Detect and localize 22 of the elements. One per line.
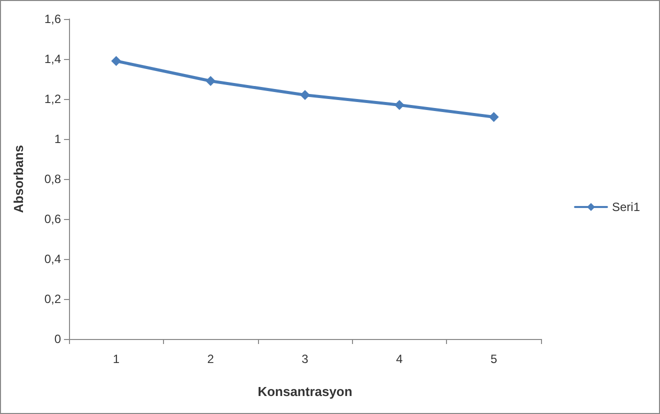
x-tick-label: 5 — [490, 352, 498, 366]
point — [488, 112, 499, 122]
y-tick-label: 0,8 — [44, 172, 62, 186]
y-tick-label: 1,6 — [44, 12, 62, 26]
x-tick-label: 2 — [207, 352, 214, 366]
x-axis-title: Konsantrasyon — [258, 384, 352, 399]
y-tick-label: 1,2 — [44, 92, 62, 106]
point — [111, 56, 122, 66]
x-tick-label: 4 — [396, 352, 404, 366]
point — [394, 100, 404, 110]
point — [206, 76, 216, 86]
x-tick-label: 1 — [112, 352, 120, 366]
y-tick-label: 0,2 — [44, 292, 62, 306]
y-tick-label: 0 — [54, 332, 62, 346]
y-tick-label: 0,6 — [44, 212, 62, 226]
legend-label: Seri1 — [612, 200, 640, 214]
point — [300, 90, 310, 100]
y-tick-label: 0,4 — [44, 252, 62, 266]
y-tick-label: 1,4 — [44, 52, 62, 66]
y-tick-label: 1 — [54, 132, 62, 146]
y-axis-title: Absorbans — [11, 145, 26, 213]
x-tick-label: 3 — [302, 352, 309, 366]
